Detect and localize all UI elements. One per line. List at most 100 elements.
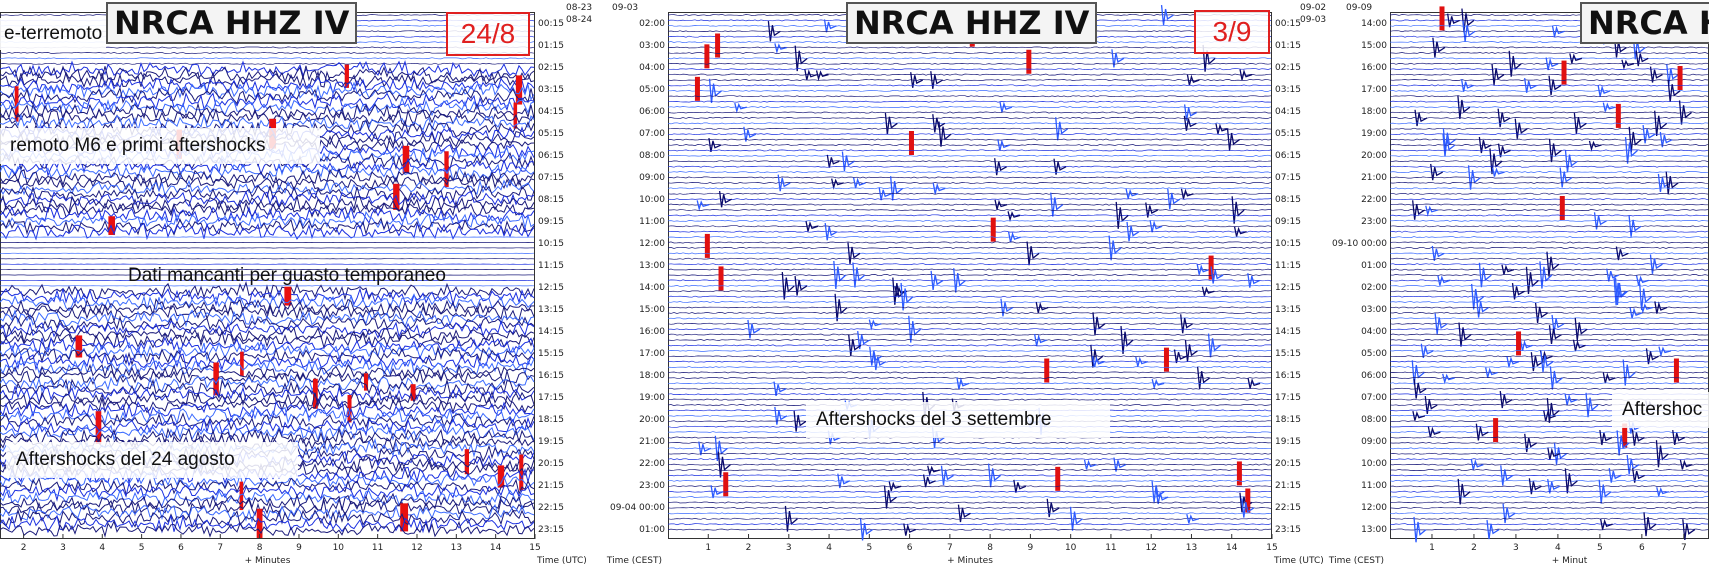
x-tick-label: 4 xyxy=(826,543,832,553)
hour-label-utc: 08:15 xyxy=(1275,195,1301,205)
time-cest-label: Time (CEST) xyxy=(1328,556,1384,566)
hour-label-utc: 02:15 xyxy=(538,63,564,73)
hour-label-cest: 08:00 xyxy=(1361,415,1387,425)
time-cest-label: Time (CEST) xyxy=(606,556,662,566)
hour-label-utc: 20:15 xyxy=(1275,459,1301,469)
x-tick-label: 2 xyxy=(746,543,752,553)
hour-label-cest: 16:00 xyxy=(1361,63,1387,73)
hour-label-utc: 05:15 xyxy=(538,129,564,139)
clipped-event-mark xyxy=(465,449,469,474)
x-tick-label: 1 xyxy=(705,543,711,553)
hour-label-cest: 16:00 xyxy=(639,327,665,337)
panel2-left-hour-labels: 02:0003:0004:0005:0006:0007:0008:0009:00… xyxy=(610,19,665,535)
hour-label-utc: 10:15 xyxy=(1275,239,1301,249)
clipped-event-mark xyxy=(723,472,728,496)
x-tick-label: 13 xyxy=(451,543,462,553)
hour-label-utc: 04:15 xyxy=(538,107,564,117)
hour-label-utc: 03:15 xyxy=(538,85,564,95)
hour-label-utc: 04:15 xyxy=(1275,107,1301,117)
hour-label-cest: 09:00 xyxy=(1361,437,1387,447)
clipped-event-mark xyxy=(1516,331,1521,355)
hour-label-cest: 14:00 xyxy=(1361,19,1387,29)
hour-label-cest: 23:00 xyxy=(639,481,665,491)
hour-label-utc: 00:15 xyxy=(538,19,564,29)
hour-label-cest: 08:00 xyxy=(639,151,665,161)
hour-label-utc: 10:15 xyxy=(538,239,564,249)
x-tick-label: 8 xyxy=(987,543,993,553)
x-tick-label: 7 xyxy=(217,543,223,553)
hour-label-cest: 11:00 xyxy=(1361,481,1387,491)
hour-label-cest: 17:00 xyxy=(1361,85,1387,95)
hour-label-utc: 01:15 xyxy=(1275,41,1301,51)
hour-label-utc: 03:15 xyxy=(1275,85,1301,95)
panel1-date-badge: 24/8 xyxy=(446,12,530,56)
clipped-event-mark xyxy=(1678,66,1683,90)
x-tick-label: 4 xyxy=(99,543,105,553)
x-tick-label: 3 xyxy=(786,543,792,553)
x-tick-label: 9 xyxy=(1028,543,1034,553)
hour-label-utc: 14:15 xyxy=(1275,327,1301,337)
x-axis-label: + Minutes xyxy=(947,556,993,566)
x-tick-label: 10 xyxy=(333,543,345,553)
hour-label-utc: 21:15 xyxy=(1275,481,1301,491)
hour-label-utc: 07:15 xyxy=(1275,173,1301,183)
clipped-event-mark xyxy=(257,509,263,538)
clipped-event-mark xyxy=(1044,359,1049,383)
hour-label-cest: 05:00 xyxy=(639,85,665,95)
hour-label-cest: 06:00 xyxy=(639,107,665,117)
clipped-event-mark xyxy=(1616,104,1621,128)
hour-label-utc: 17:15 xyxy=(1275,393,1301,403)
x-tick-label: 13 xyxy=(1186,543,1197,553)
x-tick-label: 12 xyxy=(411,543,422,553)
hour-label-utc: 05:15 xyxy=(1275,129,1301,139)
hour-label-utc: 16:15 xyxy=(1275,371,1301,381)
x-tick-label: 2 xyxy=(21,543,27,553)
hour-label-cest: 13:00 xyxy=(639,261,665,271)
panel1-annotation-pre: e-terremoto xyxy=(0,18,106,50)
hour-label-cest: 18:00 xyxy=(639,371,665,381)
hour-label-cest: 22:00 xyxy=(639,459,665,469)
hour-label-utc: 17:15 xyxy=(538,393,564,403)
hour-label-utc: 15:15 xyxy=(1275,349,1301,359)
panel3-header-date-bottom: 09-03 xyxy=(1300,15,1326,25)
hour-label-cest: 18:00 xyxy=(1361,107,1387,117)
hour-label-utc: 16:15 xyxy=(538,371,564,381)
panel1-header-date-bottom: 08-24 xyxy=(566,15,592,25)
x-tick-label: 6 xyxy=(1639,543,1645,553)
hour-label-cest: 01:00 xyxy=(639,525,665,535)
x-axis-label: + Minut xyxy=(1552,556,1588,566)
panel1-annotation-after: Aftershocks del 24 agosto xyxy=(6,442,298,478)
x-tick-label: 11 xyxy=(1105,543,1116,553)
hour-label-utc: 02:15 xyxy=(1275,63,1301,73)
x-tick-label: 8 xyxy=(257,543,263,553)
hour-label-utc: 12:15 xyxy=(1275,283,1301,293)
x-tick-label: 4 xyxy=(1555,543,1561,553)
hour-label-cest: 09:00 xyxy=(639,173,665,183)
hour-label-cest: 11:00 xyxy=(639,217,665,227)
panel3-header-date-top: 09-02 xyxy=(1300,3,1326,13)
clipped-event-mark xyxy=(1026,50,1031,74)
hour-label-cest: 17:00 xyxy=(639,349,665,359)
hour-label-cest: 02:00 xyxy=(1361,283,1387,293)
clipped-event-mark xyxy=(719,266,724,290)
x-tick-label: 11 xyxy=(372,543,383,553)
clipped-event-mark xyxy=(695,77,700,101)
hour-label-utc: 09:15 xyxy=(1275,217,1301,227)
hour-label-utc: 14:15 xyxy=(538,327,564,337)
x-tick-label: 5 xyxy=(139,543,145,553)
hour-label-utc: 18:15 xyxy=(538,415,564,425)
hour-label-cest: 09-04 00:00 xyxy=(610,503,665,513)
hour-label-cest: 07:00 xyxy=(1361,393,1387,403)
clipped-event-mark xyxy=(715,34,720,58)
hour-label-cest: 14:00 xyxy=(639,283,665,293)
x-tick-label: 6 xyxy=(907,543,913,553)
x-tick-label: 10 xyxy=(1065,543,1077,553)
clipped-event-mark xyxy=(991,218,996,242)
x-tick-label: 7 xyxy=(947,543,953,553)
x-tick-label: 9 xyxy=(296,543,302,553)
hour-label-utc: 21:15 xyxy=(538,481,564,491)
hour-label-cest: 20:00 xyxy=(1361,151,1387,161)
hour-label-cest: 12:00 xyxy=(639,239,665,249)
